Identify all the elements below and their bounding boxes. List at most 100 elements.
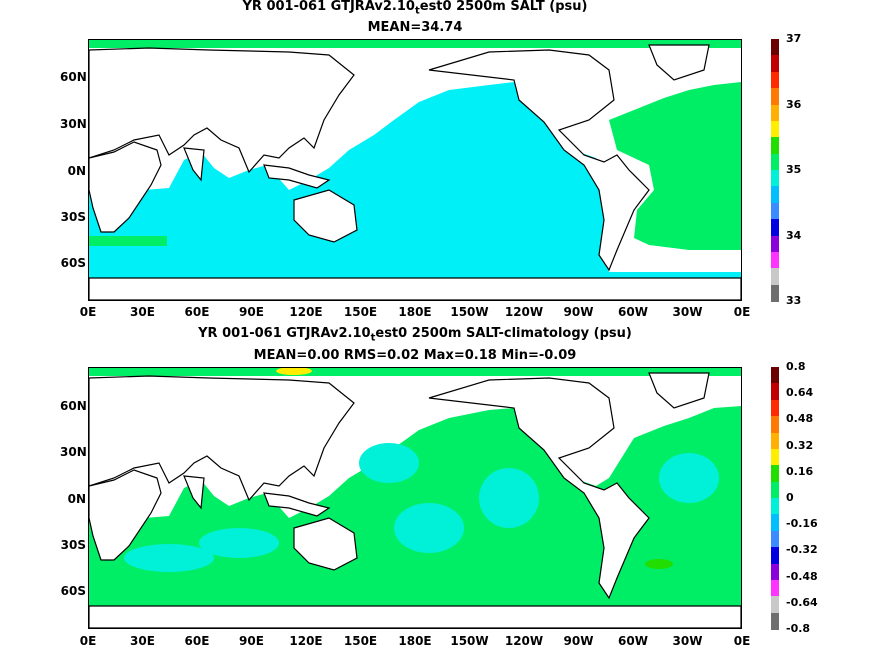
colorbar-segment [771, 416, 779, 433]
continents [89, 372, 741, 628]
continents [89, 44, 741, 300]
colorbar-segment [771, 596, 779, 614]
colorbar-segment [771, 284, 779, 302]
colorbar-segment [771, 465, 779, 483]
colorbar-segment [771, 137, 779, 155]
colorbar-tick-label: 0.8 [786, 360, 806, 373]
lon-label-top: 0E [733, 305, 751, 319]
lon-label-top: 0E [79, 305, 97, 319]
colorbar-segment [771, 383, 779, 401]
yellow-patch [276, 368, 312, 375]
lat-label-top: 30N [60, 117, 87, 131]
lon-label-bottom: 90W [563, 634, 594, 648]
colorbar-tick-label: -0.16 [786, 517, 818, 531]
colorbar-segment [771, 530, 779, 548]
colorbar-tick-label: 0.16 [786, 464, 814, 478]
lat-label-top: 60N [60, 70, 87, 84]
colorbar-tick-label: 34 [786, 228, 802, 242]
colorbar-segment [771, 71, 779, 89]
antarctica [89, 605, 741, 628]
colorbar-tick-label: 35 [786, 163, 802, 176]
lon-label-bottom: 60W [618, 634, 648, 648]
colorbar-segment [771, 55, 779, 73]
lon-label-top: 150E [343, 305, 378, 319]
lat-label-top: 0N [67, 164, 86, 178]
lon-label-top: 180E [398, 305, 432, 319]
lat-label-top: 30S [60, 210, 86, 224]
lon-label-bottom: 150W [450, 634, 489, 648]
india [183, 475, 205, 510]
colorbar-segment [771, 170, 779, 187]
americas [428, 49, 650, 272]
colorbar-segment [771, 612, 779, 630]
colorbar-segment [771, 432, 779, 450]
lon-label-bottom: 150E [343, 634, 378, 648]
colorbar-tick-label: -0.8 [786, 622, 811, 635]
antarctica [89, 277, 741, 300]
colorbar-segment [771, 153, 779, 171]
africa [89, 469, 162, 561]
lon-label-top: 30W [672, 305, 703, 319]
negative-patches [124, 443, 719, 572]
colorbar-segment [771, 88, 779, 105]
lon-label-bottom: 0E [733, 634, 751, 648]
lon-label-bottom: 90E [239, 634, 264, 648]
colorbar-tick-label: -0.64 [786, 595, 818, 609]
lon-label-top: 120W [504, 305, 544, 319]
lon-label-bottom: 30W [672, 634, 703, 648]
lon-label-bottom: 30E [130, 634, 155, 648]
colorbar-tick-label: 0.64 [786, 386, 814, 400]
lon-label-top: 150W [450, 305, 489, 319]
salinity-map [88, 39, 742, 301]
colorbar-segment [771, 547, 779, 564]
colorbar-bottom [771, 367, 779, 630]
colorbar-tick-label: 33 [786, 294, 802, 307]
arctic-fringe [89, 368, 741, 376]
colorbar-segment [771, 367, 779, 384]
lon-label-top: 120E [289, 305, 323, 319]
eurasia [89, 375, 355, 502]
lon-label-bottom: 60E [184, 634, 210, 648]
lon-label-bottom: 0E [79, 634, 97, 648]
lon-label-top: 60E [184, 305, 210, 319]
lon-label-top: 90E [239, 305, 264, 319]
colorbar-segment [771, 448, 779, 466]
colorbar-segment [771, 268, 779, 286]
colorbar-segment [771, 514, 779, 532]
colorbar-segment [771, 186, 779, 204]
australia [293, 189, 358, 243]
colorbar-segment [771, 39, 779, 56]
colorbar-tick-label: 37 [786, 32, 802, 45]
colorbar-segment [771, 563, 779, 581]
colorbar-top [771, 39, 779, 302]
atlantic-ocean [609, 82, 741, 250]
colorbar-segment [771, 399, 779, 417]
top-stats: MEAN=34.74 [367, 20, 463, 35]
colorbar-segment [771, 202, 779, 220]
lat-label-bottom: 30S [60, 538, 86, 552]
bottom-stats: MEAN=0.00 RMS=0.02 Max=0.18 Min=-0.09 [253, 348, 577, 363]
colorbar-tick-label: -0.32 [786, 543, 818, 557]
colorbar-segment [771, 579, 779, 597]
lat-label-bottom: 60N [60, 399, 87, 413]
lat-label-top: 60S [60, 256, 86, 270]
colorbar-segment [771, 481, 779, 499]
positive-patches [645, 559, 673, 569]
pacific-indian-ocean [89, 82, 741, 278]
eurasia [89, 47, 355, 174]
lon-label-bottom: 180E [398, 634, 432, 648]
americas [428, 377, 650, 600]
bottom-title: YR 001-061 GTJRAv2.10test0 2500m SALT-cl… [198, 326, 632, 344]
colorbar-tick-label: 0.32 [786, 438, 814, 452]
lon-label-bottom: 120E [289, 634, 323, 648]
lat-label-bottom: 30N [60, 445, 87, 459]
colorbar-segment [771, 251, 779, 269]
greenland [648, 372, 710, 409]
australia [293, 517, 358, 571]
colorbar-tick-label: 0.48 [786, 412, 814, 426]
lon-label-top: 90W [563, 305, 594, 319]
lon-label-bottom: 120W [504, 634, 544, 648]
greenland [648, 44, 710, 81]
colorbar-segment [771, 498, 779, 515]
anomaly-map [88, 367, 742, 629]
